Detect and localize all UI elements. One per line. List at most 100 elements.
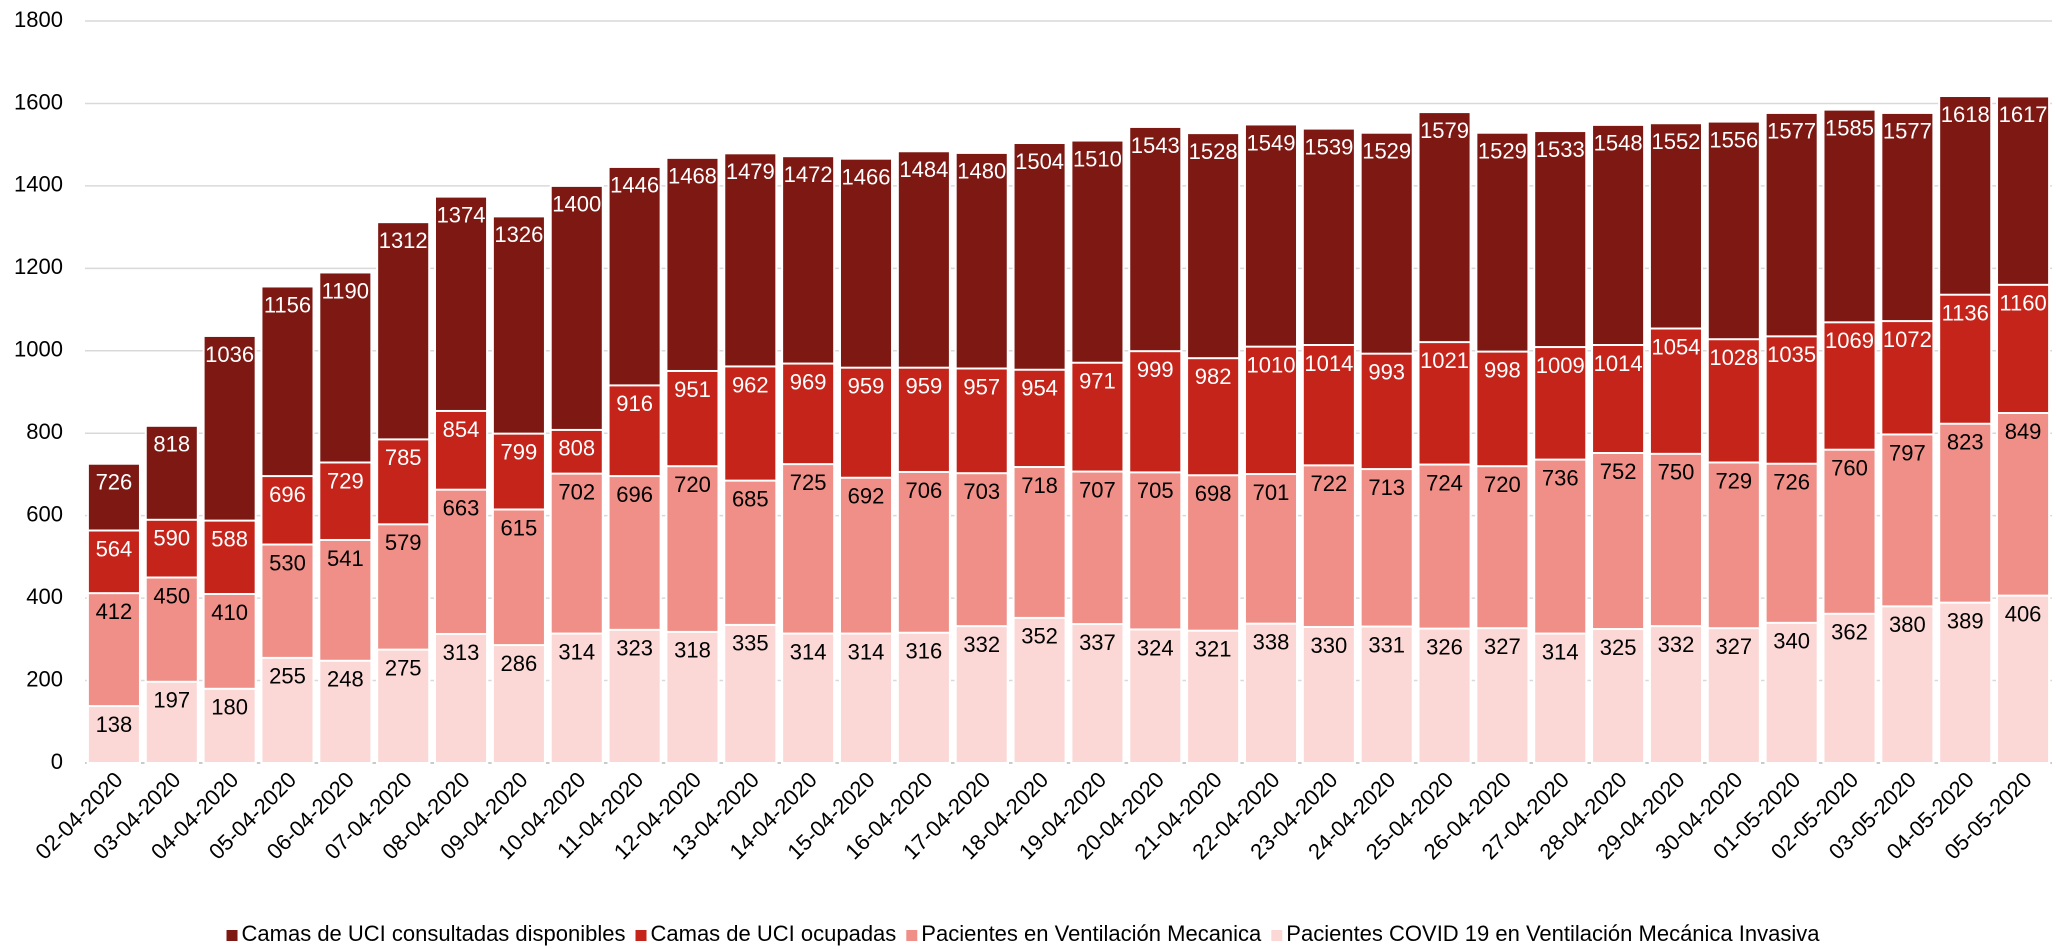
data-label: 590: [153, 526, 190, 551]
data-label: 1072: [1883, 327, 1932, 352]
data-label: 332: [963, 632, 1000, 657]
data-label: 993: [1368, 359, 1405, 384]
data-label: 1577: [1883, 119, 1932, 144]
data-label: 412: [96, 599, 133, 624]
legend-label: Camas de UCI ocupadas: [651, 921, 897, 946]
legend-label: Camas de UCI consultadas disponibles: [242, 921, 626, 946]
data-label: 579: [385, 530, 422, 555]
y-tick-label: 1800: [14, 7, 63, 32]
bar: [1706, 627, 1761, 764]
bar: [1533, 632, 1588, 764]
data-label: 180: [211, 695, 248, 720]
data-label: 1552: [1651, 129, 1700, 154]
bar: [1938, 601, 1993, 765]
data-label: 1539: [1304, 134, 1353, 159]
data-label: 1529: [1362, 139, 1411, 164]
data-label: 1579: [1420, 118, 1469, 143]
data-label: 724: [1426, 470, 1463, 495]
data-label: 1618: [1941, 102, 1990, 127]
data-label: 736: [1542, 465, 1579, 490]
y-tick-label: 200: [26, 666, 63, 691]
data-label: 530: [269, 550, 306, 575]
data-label: 722: [1310, 471, 1347, 496]
bar: [1996, 594, 2051, 764]
data-label: 752: [1600, 459, 1637, 484]
data-label: 327: [1484, 634, 1521, 659]
data-label: 692: [848, 484, 885, 509]
data-label: 1617: [1999, 102, 2048, 127]
bar: [1591, 628, 1646, 764]
data-label: 916: [616, 391, 653, 416]
data-label: 1577: [1767, 119, 1816, 144]
data-label: 1548: [1594, 131, 1643, 156]
data-label: 1479: [726, 159, 775, 184]
data-label: 1190: [322, 278, 369, 303]
bar: [1186, 629, 1241, 765]
data-label: 703: [963, 479, 1000, 504]
data-label: 1036: [205, 342, 254, 367]
data-label: 701: [1253, 480, 1290, 505]
data-label: 959: [848, 373, 885, 398]
data-label: 957: [963, 374, 1000, 399]
legend-marker: [1271, 930, 1283, 941]
y-tick-label: 400: [26, 584, 63, 609]
data-label: 1400: [552, 192, 601, 217]
data-label: 248: [327, 667, 364, 692]
data-label: 685: [732, 486, 769, 511]
data-label: 362: [1831, 620, 1868, 645]
data-label: 808: [558, 436, 595, 461]
bar: [1301, 625, 1356, 765]
data-label: 951: [674, 377, 711, 402]
data-label: 255: [269, 664, 306, 689]
legend-marker: [635, 930, 647, 941]
bar: [896, 631, 951, 765]
data-label: 854: [443, 417, 480, 442]
bar: [723, 623, 778, 765]
data-label: 1374: [437, 202, 486, 227]
data-label: 286: [501, 651, 538, 676]
data-label: 1533: [1536, 137, 1585, 162]
y-tick-label: 0: [51, 749, 63, 774]
data-label: 314: [790, 639, 827, 664]
data-label: 726: [1773, 470, 1810, 495]
data-label: 275: [385, 655, 422, 680]
data-label: 713: [1368, 475, 1405, 500]
data-label: 1556: [1709, 127, 1758, 152]
data-label: 352: [1021, 624, 1058, 649]
bar: [1359, 625, 1414, 764]
data-label: 971: [1079, 369, 1116, 394]
bar: [491, 644, 546, 764]
bar: [549, 632, 604, 764]
data-label: 1160: [1999, 291, 2046, 316]
data-label: 197: [153, 688, 190, 713]
data-label: 1014: [1594, 351, 1643, 376]
bar: [1475, 627, 1530, 764]
data-label: 138: [96, 712, 133, 737]
data-label: 389: [1947, 608, 1984, 633]
data-label: 314: [1542, 639, 1579, 664]
bar: [1764, 621, 1819, 764]
data-label: 337: [1079, 630, 1116, 655]
data-label: 663: [443, 496, 480, 521]
data-label: 1549: [1247, 130, 1296, 155]
bar: [1648, 625, 1703, 764]
data-label: 1472: [784, 162, 833, 187]
data-label: 969: [790, 369, 827, 394]
data-label: 1529: [1478, 139, 1527, 164]
bar: [665, 630, 720, 764]
data-label: 335: [732, 631, 769, 656]
bar: [144, 680, 199, 765]
y-tick-label: 1600: [14, 89, 63, 114]
data-label: 406: [2005, 601, 2042, 626]
data-label: 818: [153, 432, 190, 457]
data-label: 720: [674, 472, 711, 497]
data-label: 615: [501, 515, 538, 540]
data-label: 999: [1137, 357, 1174, 382]
data-label: 998: [1484, 357, 1521, 382]
bar: [1070, 623, 1125, 764]
data-label: 1021: [1420, 348, 1469, 373]
data-label: 760: [1831, 456, 1868, 481]
data-label: 1136: [1942, 301, 1989, 326]
y-tick-label: 600: [26, 501, 63, 526]
